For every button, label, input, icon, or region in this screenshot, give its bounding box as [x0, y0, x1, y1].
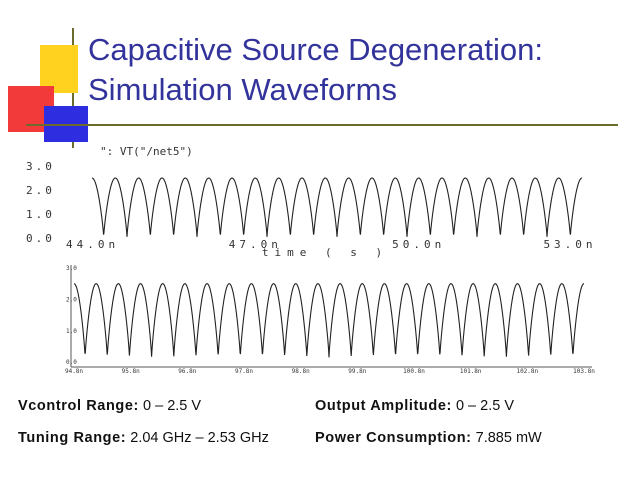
chart-bottom-xtick-label: 98.8n: [292, 368, 310, 375]
chart-top-ytick-label: 2.0: [26, 184, 55, 197]
chart-bottom-xtick-label: 102.8n: [516, 368, 538, 375]
chart-bottom-xtick-label: 103.8n: [573, 368, 595, 375]
chart-top: ": VT("/net5") 0.0 1.0 2.0 3.0 44.0n 47.0n 50…: [26, 145, 596, 259]
spec-power-label: Power Consumption:: [315, 430, 472, 446]
spec-power: Power Consumption: 7.885 mW: [315, 430, 542, 446]
chart-bottom-xtick-label: 99.8n: [348, 368, 366, 375]
spec-vcontrol-label: Vcontrol Range:: [18, 398, 139, 414]
chart-top-xtick-label: 53.0n: [543, 238, 596, 251]
chart-top-xtick-label: 47.0n: [229, 238, 282, 251]
title-line-1: Capacitive Source Degeneration:: [88, 32, 543, 67]
decor-yellow-square: [40, 45, 78, 93]
chart-bottom-xtick-label: 101.8n: [460, 368, 482, 375]
chart-top-legend: ": VT("/net5"): [100, 145, 193, 158]
chart-bottom-ytick-label: 1.0: [66, 328, 77, 335]
chart-bottom-xtick-label: 97.8n: [235, 368, 253, 375]
spec-tuning-label: Tuning Range:: [18, 430, 127, 446]
chart-bottom: 0.0 1.0 2.0 3.0 94.8n 95.8n 96.8n 97.8n 98.8n 99…: [65, 265, 595, 375]
chart-bottom-ytick-label: 3.0: [66, 265, 77, 272]
chart-bottom-xtick-label: 94.8n: [65, 368, 83, 375]
spec-amplitude: Output Amplitude: 0 – 2.5 V: [315, 398, 514, 414]
spec-vcontrol-value: 0 – 2.5 V: [143, 398, 202, 414]
slide-title: Capacitive Source Degeneration: Simulati…: [88, 30, 543, 110]
chart-bottom-xtick-label: 95.8n: [122, 368, 140, 375]
spec-vcontrol: Vcontrol Range: 0 – 2.5 V: [18, 398, 201, 414]
spec-amplitude-value: 0 – 2.5 V: [455, 398, 514, 414]
chart-bottom-waveform: [73, 283, 585, 358]
chart-bottom-ytick-label: 0.0: [66, 359, 77, 366]
title-line-2: Simulation Waveforms: [88, 72, 397, 107]
chart-bottom-xtick-label: 100.8n: [403, 368, 425, 375]
spec-tuning-value: 2.04 GHz – 2.53 GHz: [130, 430, 269, 446]
decor-horizontal-line: [26, 124, 618, 126]
chart-top-ytick-label: 3.0: [26, 160, 55, 173]
chart-top-ytick-label: 1.0: [26, 208, 55, 221]
chart-top-xlabel: time ( s ): [262, 246, 388, 259]
chart-top-xtick-label: 44.0n: [66, 238, 119, 251]
spec-tuning: Tuning Range: 2.04 GHz – 2.53 GHz: [18, 430, 269, 446]
spec-amplitude-label: Output Amplitude:: [315, 398, 452, 414]
spec-power-value: 7.885 mW: [475, 430, 542, 446]
chart-top-waveform: [91, 177, 583, 237]
chart-top-xtick-label: 50.0n: [392, 238, 445, 251]
chart-bottom-ytick-label: 2.0: [66, 296, 77, 303]
chart-bottom-xtick-label: 96.8n: [178, 368, 196, 375]
chart-top-ytick-label: 0.0: [26, 232, 55, 245]
